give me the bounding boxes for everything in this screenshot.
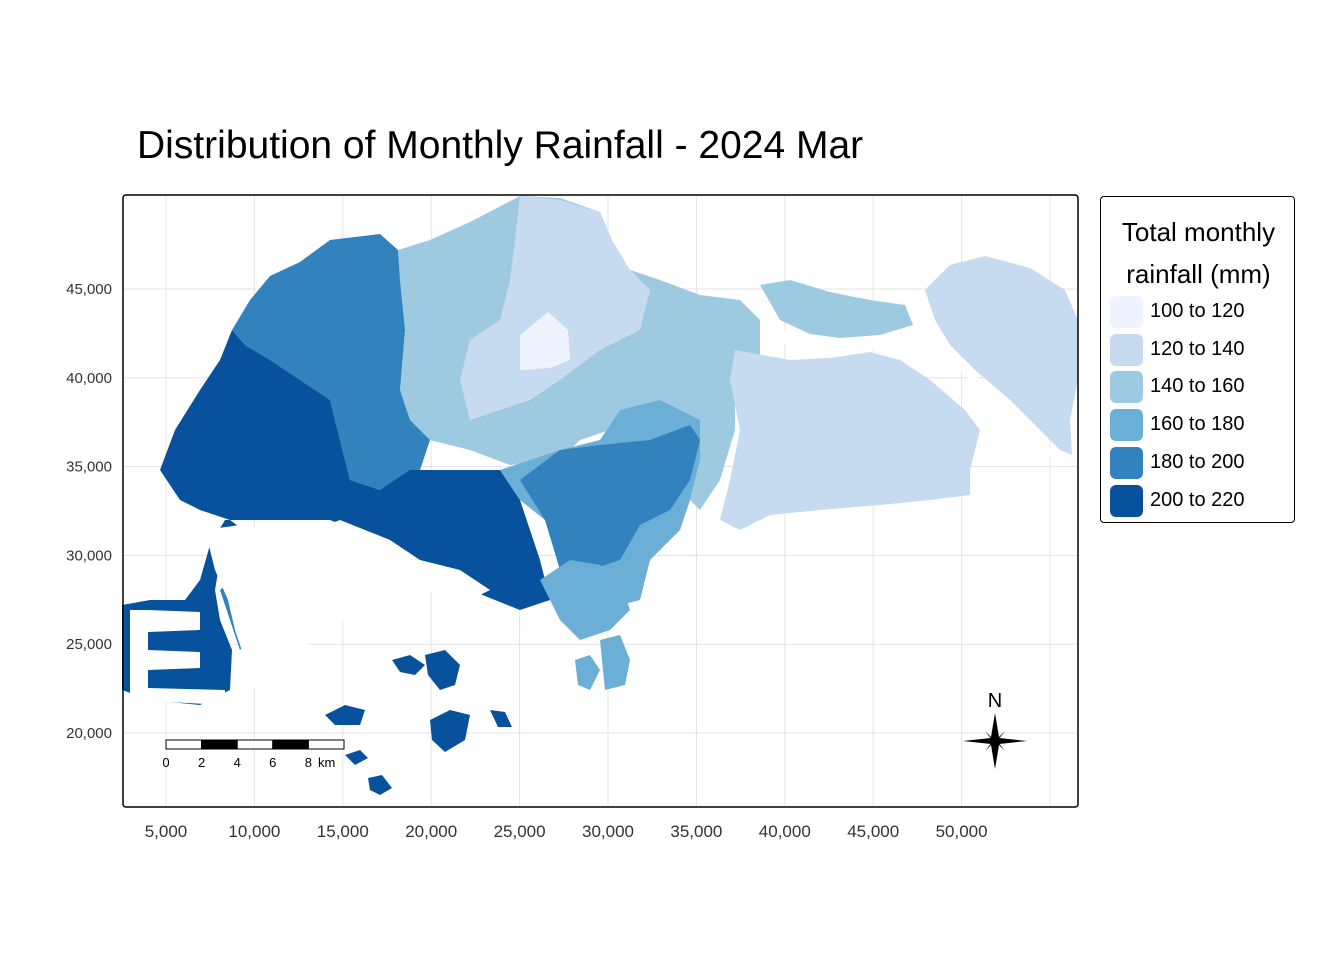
y-tick-label: 30,000: [66, 547, 112, 564]
region-120-140-east: [720, 350, 980, 530]
island-2: [425, 650, 460, 690]
island-5: [490, 710, 512, 727]
legend-swatch: [1110, 409, 1143, 442]
x-tick-label: 35,000: [670, 822, 722, 841]
x-tick-label: 45,000: [847, 822, 899, 841]
x-tick-label: 20,000: [405, 822, 457, 841]
map-panel-border: [122, 194, 1079, 808]
scale-seg-5: [307, 739, 345, 750]
legend-title: Total monthly rainfall (mm): [1101, 211, 1296, 295]
island-9: [600, 635, 630, 690]
scale-seg-1: [165, 739, 203, 750]
legend-swatch: [1110, 446, 1143, 479]
legend-title-line2: rainfall (mm): [1126, 259, 1271, 289]
x-tick-label: 30,000: [582, 822, 634, 841]
x-tick-label: 40,000: [759, 822, 811, 841]
island-4: [430, 710, 470, 752]
region-200-220-west: [122, 330, 550, 705]
island-8: [575, 655, 600, 690]
scale-seg-2: [201, 739, 238, 750]
legend-label: 100 to 120: [1150, 300, 1245, 322]
scale-seg-4: [272, 739, 309, 750]
region-120-140-north: [460, 196, 650, 420]
y-axis-ticks: 45,000 40,000 35,000 30,000 25,000 20,000: [66, 281, 112, 742]
map-title: Distribution of Monthly Rainfall - 2024 …: [137, 124, 864, 167]
scale-label-6: 6: [269, 755, 276, 770]
legend-label: 200 to 220: [1150, 488, 1245, 511]
scale-seg-3: [236, 739, 274, 750]
region-180-200-southeast: [520, 425, 700, 570]
y-tick-label: 25,000: [66, 636, 112, 653]
north-label: N: [988, 690, 1002, 712]
island-6: [368, 775, 392, 795]
scale-unit: km: [318, 755, 335, 770]
region-120-140-pulau-tekong: [925, 256, 1078, 455]
island-1: [392, 655, 425, 675]
x-tick-label: 15,000: [317, 822, 369, 841]
x-tick-label: 25,000: [494, 822, 546, 841]
x-tick-label: 50,000: [936, 822, 988, 841]
region-100-120: [520, 312, 570, 370]
y-tick-label: 20,000: [66, 725, 112, 742]
north-arrow-icon: N: [963, 690, 1027, 769]
region-160-180-south: [540, 560, 630, 640]
legend-swatch: [1110, 333, 1143, 366]
x-tick-label: 5,000: [145, 822, 188, 841]
rainfall-regions: [122, 196, 1078, 795]
legend-label: 140 to 160: [1150, 375, 1245, 398]
legend: Total monthly rainfall (mm) 100 to 120 12…: [1100, 196, 1295, 523]
island-3: [325, 705, 365, 725]
strait-water: [780, 320, 1060, 455]
scale-label-0: 0: [162, 755, 169, 770]
region-180-200-northwest: [232, 234, 430, 490]
legend-swatch: [1110, 371, 1143, 404]
y-tick-label: 35,000: [66, 459, 112, 476]
legend-swatch: [1110, 296, 1143, 328]
island-7: [345, 750, 368, 765]
region-120-140-pulau-ubin: [760, 280, 915, 338]
scale-label-8: 8: [305, 755, 312, 770]
x-axis-ticks: 5,000 10,000 15,000 20,000 25,000 30,000 35,00…: [145, 822, 988, 841]
scale-bar: 0 2 4 6 8 km: [162, 739, 345, 770]
legend-label: 180 to 200: [1150, 450, 1245, 473]
harbour-water: [205, 520, 490, 690]
scale-label-4: 4: [234, 755, 241, 770]
scale-label-2: 2: [198, 755, 205, 770]
x-tick-label: 10,000: [228, 822, 280, 841]
legend-label: 120 to 140: [1150, 337, 1245, 360]
harbour-west: [130, 610, 225, 705]
legend-label: 160 to 180: [1150, 413, 1245, 436]
y-tick-label: 45,000: [66, 281, 112, 298]
legend-swatch: [1110, 484, 1143, 517]
legend-title-line1: Total monthly: [1121, 217, 1276, 247]
y-tick-label: 40,000: [66, 370, 112, 387]
